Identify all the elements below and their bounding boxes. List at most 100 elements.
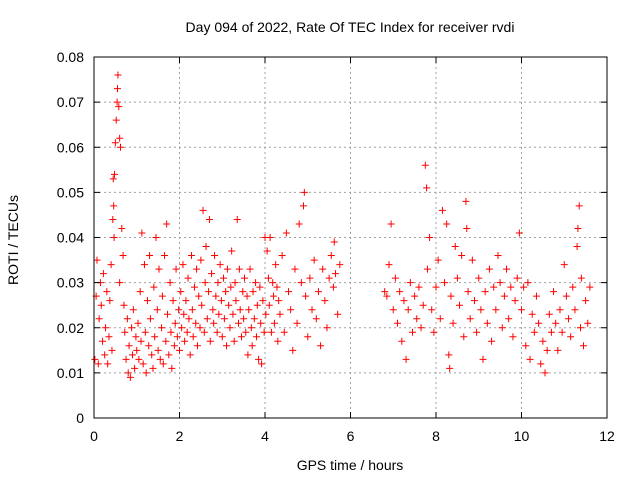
data-point: [158, 324, 166, 332]
data-point: [227, 283, 235, 291]
data-point: [293, 319, 301, 327]
data-point: [124, 369, 132, 377]
data-point: [413, 315, 421, 323]
data-point: [212, 292, 220, 300]
data-point: [264, 274, 272, 282]
data-point: [496, 279, 504, 287]
data-point: [205, 215, 213, 223]
data-point: [265, 301, 273, 309]
data-point: [107, 261, 115, 269]
data-point: [260, 328, 268, 336]
data-point: [520, 283, 528, 291]
data-point: [269, 279, 277, 287]
data-point: [106, 297, 114, 305]
data-point: [310, 256, 318, 264]
data-point: [217, 297, 225, 305]
data-point: [129, 306, 137, 314]
data-point: [436, 315, 444, 323]
data-point: [278, 252, 286, 260]
data-point: [530, 328, 538, 336]
data-point: [567, 333, 575, 341]
data-point: [176, 346, 183, 354]
data-point: [109, 175, 117, 183]
data-point: [156, 355, 164, 363]
data-point: [222, 288, 230, 296]
data-point: [267, 328, 275, 336]
data-point: [248, 342, 256, 350]
data-point: [466, 315, 474, 323]
data-point: [463, 224, 471, 232]
data-point: [492, 306, 500, 314]
data-point: [166, 279, 174, 287]
data-point: [240, 274, 248, 282]
data-point: [119, 252, 127, 260]
grid: [94, 57, 607, 418]
data-point: [428, 306, 436, 314]
data-point: [111, 139, 119, 147]
data-point: [477, 306, 485, 314]
data-point: [172, 265, 180, 273]
data-point: [143, 297, 151, 305]
data-point: [579, 342, 587, 350]
data-point: [242, 328, 250, 336]
data-point: [417, 324, 425, 332]
data-point: [569, 283, 577, 291]
data-point: [432, 283, 440, 291]
data-point: [91, 355, 99, 363]
data-point: [146, 315, 154, 323]
data-point: [325, 274, 333, 282]
data-point: [280, 328, 288, 336]
x-tick-label: 2: [176, 428, 184, 444]
data-point: [560, 261, 568, 269]
data-point: [115, 103, 123, 111]
y-tick-label: 0.07: [57, 94, 84, 110]
data-point: [161, 252, 169, 260]
data-point: [404, 306, 412, 314]
data-point: [190, 283, 198, 291]
data-point: [441, 279, 449, 287]
data-point: [297, 279, 305, 287]
data-point: [415, 283, 423, 291]
data-point: [302, 292, 310, 300]
data-point: [518, 306, 525, 314]
data-point: [223, 342, 231, 350]
data-point: [552, 319, 560, 327]
data-point: [125, 342, 133, 350]
data-point: [381, 288, 389, 296]
data-point: [545, 310, 553, 318]
data-point: [141, 328, 149, 336]
data-point: [213, 328, 221, 336]
data-point: [201, 279, 209, 287]
data-point: [336, 261, 344, 269]
data-point: [185, 315, 193, 323]
data-point: [500, 292, 508, 300]
data-point: [262, 310, 270, 318]
data-point: [193, 265, 201, 273]
y-tick-label: 0.08: [57, 49, 84, 65]
data-point: [285, 288, 293, 296]
data-point: [206, 337, 214, 345]
data-point: [200, 328, 208, 336]
data-point: [120, 301, 128, 309]
data-point: [451, 243, 459, 251]
data-point: [537, 360, 545, 368]
data-point: [205, 288, 213, 296]
data-point: [582, 297, 590, 305]
data-point: [389, 306, 397, 314]
data-point: [239, 288, 247, 296]
data-point: [423, 184, 431, 192]
data-point: [180, 310, 188, 318]
data-point: [116, 134, 124, 142]
data-point: [193, 342, 201, 350]
x-tick-label: 6: [347, 428, 355, 444]
data-point: [126, 373, 134, 381]
data-point: [94, 360, 102, 368]
data-point: [334, 310, 342, 318]
data-point: [479, 355, 487, 363]
data-point: [154, 346, 162, 354]
y-tick-label: 0.03: [57, 275, 84, 291]
data-point: [101, 351, 109, 359]
data-point: [192, 319, 200, 327]
data-point: [118, 224, 126, 232]
data-point: [112, 116, 120, 124]
